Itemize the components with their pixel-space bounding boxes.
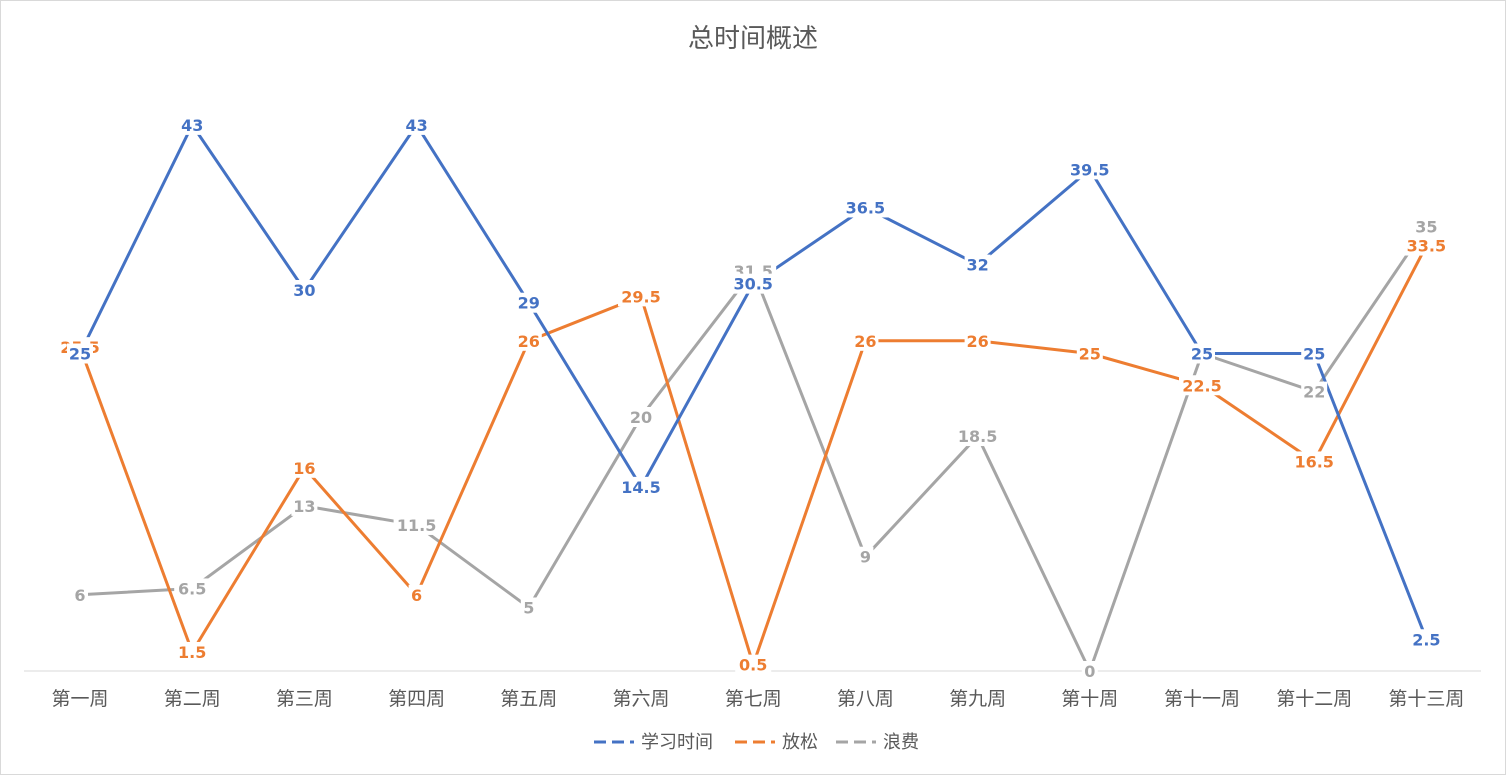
data-label: 16 <box>293 459 315 478</box>
data-label: 33.5 <box>1407 237 1446 256</box>
data-label: 25 <box>1191 345 1213 364</box>
data-label: 25 <box>69 345 91 364</box>
data-label: 25 <box>1303 345 1325 364</box>
data-label-bg <box>291 457 318 478</box>
data-label-bg <box>1301 381 1328 402</box>
x-tick-label: 第九周 <box>949 688 1006 710</box>
data-label-bg <box>1179 375 1225 396</box>
data-label-bg <box>403 114 430 135</box>
legend-label: 浪费 <box>883 732 919 753</box>
data-label-bg <box>515 330 542 351</box>
data-label-bg <box>1403 235 1450 256</box>
data-label-bg <box>628 407 654 427</box>
x-tick-label: 第一周 <box>51 688 108 710</box>
data-label: 14.5 <box>621 478 660 497</box>
data-label: 1.5 <box>178 643 206 662</box>
data-label: 43 <box>181 116 203 135</box>
data-label: 30.5 <box>733 275 772 294</box>
data-label: 11.5 <box>397 516 436 535</box>
x-tick-label: 第三周 <box>276 688 333 710</box>
x-tick-label: 第七周 <box>725 688 782 710</box>
data-label: 20 <box>630 408 652 427</box>
data-label-bg <box>1066 159 1113 180</box>
data-label: 6 <box>411 586 422 605</box>
data-label: 29.5 <box>621 287 660 306</box>
x-tick-label: 第十二周 <box>1276 688 1352 710</box>
x-tick-label: 第六周 <box>612 688 669 710</box>
data-label: 13 <box>293 497 315 516</box>
data-label-bg <box>408 584 425 605</box>
data-label-bg <box>393 514 440 535</box>
data-label-bg <box>852 330 879 351</box>
data-label-bg <box>954 426 1001 447</box>
data-label: 22 <box>1303 383 1325 402</box>
data-label: 0.5 <box>739 656 767 675</box>
data-label-bg <box>1076 343 1103 364</box>
data-label-bg <box>179 114 206 135</box>
data-label-bg <box>1301 343 1328 364</box>
data-label-bg <box>1408 629 1445 650</box>
data-label-bg <box>291 280 318 300</box>
data-label: 26 <box>518 332 540 351</box>
data-label-bg <box>515 292 542 313</box>
x-tick-label: 第八周 <box>837 688 894 710</box>
data-label: 39.5 <box>1070 160 1109 179</box>
data-label-bg <box>174 641 211 662</box>
data-label: 22.5 <box>1182 376 1221 395</box>
data-label-bg <box>67 343 93 364</box>
data-label-bg <box>618 286 664 307</box>
data-label: 18.5 <box>958 427 997 446</box>
data-label: 32 <box>966 256 988 275</box>
data-label-bg <box>174 578 211 599</box>
data-label: 9 <box>860 548 871 567</box>
x-tick-label: 第五周 <box>500 688 557 710</box>
data-label: 25 <box>1079 345 1101 364</box>
data-label: 26 <box>854 332 876 351</box>
data-label: 2.5 <box>1412 630 1440 649</box>
chart-title: 总时间概述 <box>687 24 818 54</box>
x-tick-label: 第四周 <box>388 688 445 710</box>
data-label-bg <box>1291 451 1338 472</box>
data-label: 30 <box>293 281 315 300</box>
data-label-bg <box>291 495 318 516</box>
data-label: 43 <box>405 116 427 135</box>
data-label-bg <box>964 330 991 351</box>
data-label: 29 <box>518 294 540 313</box>
data-label-bg <box>72 584 88 605</box>
data-label-bg <box>857 546 874 567</box>
legend-label: 放松 <box>782 732 818 753</box>
x-tick-label: 第十一周 <box>1164 688 1240 710</box>
data-label: 5 <box>523 599 534 618</box>
data-label-bg <box>842 197 889 218</box>
data-label: 16.5 <box>1294 452 1333 471</box>
data-label: 36.5 <box>846 198 885 217</box>
data-label: 35 <box>1415 218 1437 237</box>
data-label-bg <box>520 597 537 618</box>
x-tick-label: 第二周 <box>164 688 221 710</box>
data-label-bg <box>618 476 664 497</box>
data-label-bg <box>1189 343 1215 364</box>
data-label-bg <box>730 273 777 294</box>
data-label-bg <box>964 254 991 275</box>
series-line-2 <box>78 244 1428 667</box>
x-tick-label: 第十三周 <box>1388 688 1464 710</box>
data-label: 0 <box>1084 662 1095 681</box>
x-tick-label: 第十周 <box>1061 688 1118 710</box>
data-label: 6.5 <box>178 579 206 598</box>
data-label-bg <box>1081 661 1098 681</box>
data-label: 26 <box>966 332 988 351</box>
data-label: 6 <box>74 586 85 605</box>
data-label-bg <box>735 654 772 675</box>
legend-label: 学习时间 <box>641 732 713 753</box>
data-label-bg <box>1413 216 1440 237</box>
